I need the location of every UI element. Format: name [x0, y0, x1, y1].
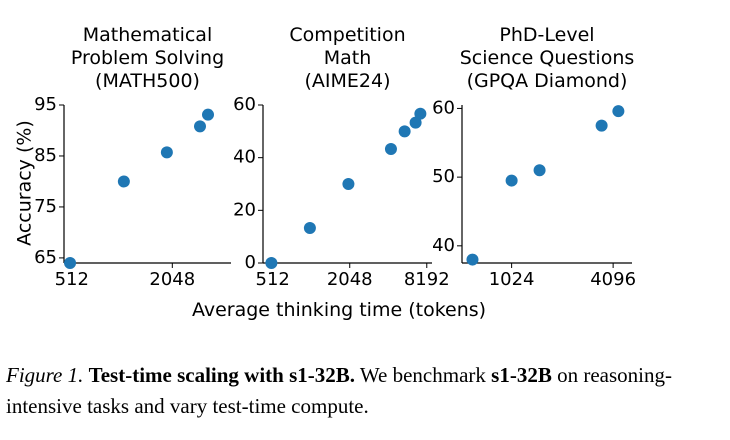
caption-text-2: on reasoning-intensive tasks and vary te… — [6, 363, 672, 418]
panel-1-ytick-label: 85 — [34, 145, 57, 166]
panel-2-data-point — [342, 178, 355, 190]
panel-1-data-point — [193, 120, 206, 133]
panel-2-ytick-label: 60 — [233, 94, 256, 115]
caption-bold-model: s1-32B — [491, 363, 552, 387]
panel-2-data-point — [398, 125, 411, 138]
panel-1-ytick-label: 75 — [34, 196, 57, 217]
panel-2-ytick-label: 40 — [233, 147, 256, 168]
panel-2-title-line-2: Math — [324, 47, 372, 69]
panel-2-title-line-1: Competition — [289, 24, 405, 46]
y-axis-label: Accuracy (%) — [14, 120, 36, 246]
caption-text-1: We benchmark — [355, 363, 492, 387]
panel-2-data-point — [414, 107, 427, 120]
panel-2-data-point — [303, 221, 316, 234]
panel-3-data-point — [612, 105, 625, 118]
panel-3-xtick-label: 1024 — [489, 269, 535, 290]
panel-1-ytick-label: 95 — [34, 94, 57, 115]
panel-1-data-point — [160, 146, 173, 159]
panel-2-ytick-label: 20 — [233, 199, 256, 220]
panel-1-title-line-1: Mathematical — [83, 24, 212, 46]
panel-1-title-line-2: Problem Solving — [71, 47, 224, 69]
panel-1-xtick-label: 512 — [55, 269, 89, 290]
panel-3-ytick-label: 40 — [432, 235, 455, 256]
panel-2-title-line-3: (AIME24) — [304, 70, 390, 92]
panel-2-ytick-label: 0 — [245, 252, 256, 273]
panel-3-title-line-2: Science Questions — [460, 47, 635, 69]
panel-1-ytick-label: 65 — [34, 247, 57, 268]
caption-bold-title: Test-time scaling with s1-32B. — [88, 363, 356, 387]
panel-3-data-point — [505, 174, 518, 187]
panel-3-ytick-label: 50 — [432, 166, 455, 187]
panel-2-xtick-label: 512 — [256, 269, 290, 290]
panel-1-xtick-label: 2048 — [149, 269, 195, 290]
panel-3-title-line-1: PhD-Level — [499, 24, 594, 46]
x-axis-label: Average thinking time (tokens) — [192, 299, 486, 321]
panel-2-data-point — [384, 142, 397, 155]
figure-caption: Figure 1. Test-time scaling with s1-32B.… — [6, 360, 726, 422]
panel-3-data-point — [533, 164, 546, 177]
panel-3-title-line-3: (GPQA Diamond) — [467, 70, 628, 92]
panel-3-data-point — [595, 119, 608, 132]
caption-label: Figure 1. — [6, 363, 84, 387]
panel-1-data-point — [117, 175, 130, 188]
panel-3-data-point — [466, 253, 479, 266]
panel-2-xtick-label: 8192 — [404, 269, 450, 290]
panel-1-title-line-3: (MATH500) — [95, 70, 200, 92]
panel-2-data-point — [265, 257, 278, 269]
panel-3-ytick-label: 60 — [432, 97, 455, 118]
panel-3-xtick-label: 4096 — [590, 269, 636, 290]
panel-2-data-point — [409, 116, 422, 129]
panel-1-data-point — [202, 108, 215, 121]
panel-2-xtick-label: 2048 — [327, 269, 373, 290]
panel-1-data-point — [64, 257, 77, 269]
